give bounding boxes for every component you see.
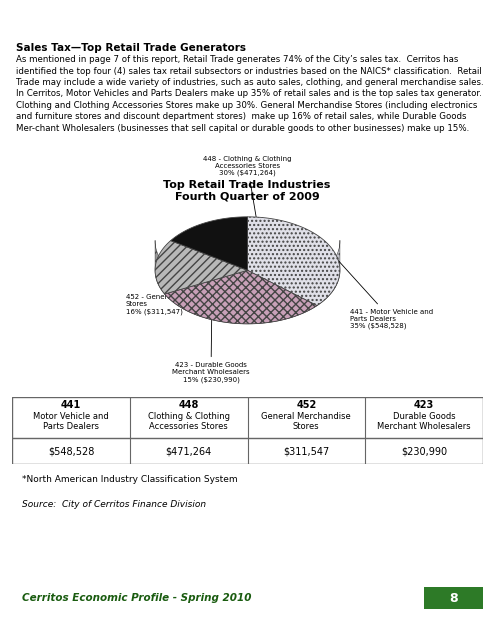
Text: $311,547: $311,547 (283, 446, 329, 456)
FancyBboxPatch shape (12, 397, 483, 464)
Text: 441: 441 (61, 400, 81, 410)
Text: $548,528: $548,528 (48, 446, 95, 456)
Text: 448: 448 (179, 400, 199, 410)
Text: General Merchandise
Stores: General Merchandise Stores (261, 412, 351, 431)
Polygon shape (171, 217, 248, 270)
Text: Source:  City of Cerritos Finance Division: Source: City of Cerritos Finance Divisio… (22, 500, 206, 509)
Text: Durable Goods
Merchant Wholesalers: Durable Goods Merchant Wholesalers (377, 412, 471, 431)
Text: Cerritos Economic Profile - Spring 2010: Cerritos Economic Profile - Spring 2010 (22, 593, 251, 603)
Text: Major Revenues: Major Revenues (167, 8, 328, 26)
Text: Sales Tax—Top Retail Trade Generators: Sales Tax—Top Retail Trade Generators (16, 44, 246, 53)
Text: 452 - General Merchandise
Stores
16% ($311,547): 452 - General Merchandise Stores 16% ($3… (126, 268, 220, 315)
Text: *North American Industry Classification System: *North American Industry Classification … (22, 476, 238, 484)
Polygon shape (155, 241, 165, 294)
Polygon shape (248, 217, 340, 306)
Text: 423: 423 (414, 400, 434, 410)
Text: As mentioned in page 7 of this report, Retail Trade generates 74% of the City’s : As mentioned in page 7 of this report, R… (16, 55, 484, 133)
Text: Top Retail Trade Industries
Fourth Quarter of 2009: Top Retail Trade Industries Fourth Quart… (163, 180, 331, 202)
Text: 8: 8 (449, 591, 457, 605)
Text: Clothing & Clothing
Accessories Stores: Clothing & Clothing Accessories Stores (148, 412, 230, 431)
Polygon shape (317, 240, 340, 306)
Text: $230,990: $230,990 (401, 446, 447, 456)
Text: 423 - Durable Goods
Merchant Wholesalers
15% ($230,990): 423 - Durable Goods Merchant Wholesalers… (172, 223, 250, 383)
Polygon shape (155, 241, 248, 294)
FancyBboxPatch shape (424, 587, 483, 609)
Text: Motor Vehicle and
Parts Dealers: Motor Vehicle and Parts Dealers (33, 412, 109, 431)
Text: $471,264: $471,264 (166, 446, 212, 456)
Polygon shape (165, 265, 317, 324)
Text: 448 - Clothing & Clothing
Accessories Stores
30% ($471,264): 448 - Clothing & Clothing Accessories St… (203, 156, 292, 305)
Text: 452: 452 (296, 400, 316, 410)
Polygon shape (165, 270, 317, 324)
Text: 441 - Motor Vehicle and
Parts Dealers
35% ($548,528): 441 - Motor Vehicle and Parts Dealers 35… (315, 235, 433, 329)
